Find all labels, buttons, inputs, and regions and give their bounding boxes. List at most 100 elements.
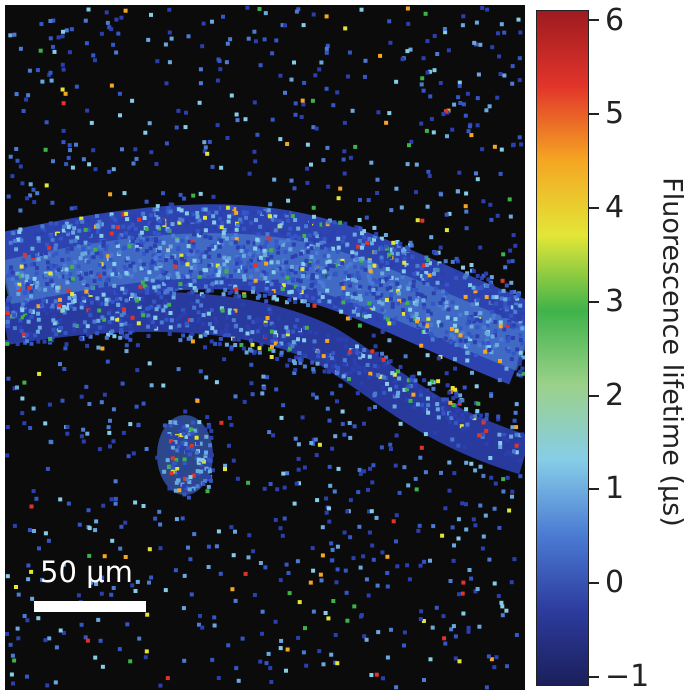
speckle-pixel <box>419 343 424 348</box>
speckle-pixel <box>248 274 253 279</box>
speckle-pixel <box>155 279 160 284</box>
speckle-pixel <box>379 259 384 264</box>
speckle-pixel <box>503 300 508 305</box>
speckle-pixel <box>379 236 384 241</box>
speckle-pixel <box>184 220 189 225</box>
speckle-pixel <box>305 166 310 171</box>
speckle-pixel <box>270 216 275 221</box>
speckle-pixel <box>64 162 69 167</box>
speckle-pixel <box>203 309 208 313</box>
speckle-pixel <box>215 78 220 83</box>
speckle-pixel <box>475 317 480 322</box>
speckle-pixel <box>67 296 72 301</box>
speckle-pixel <box>464 460 469 465</box>
speckle-pixel <box>435 280 440 285</box>
speckle-pixel <box>46 265 51 270</box>
speckle-pixel <box>145 237 150 242</box>
speckle-pixel <box>394 186 399 191</box>
speckle-pixel <box>232 207 237 212</box>
speckle-pixel <box>101 239 106 244</box>
speckle-pixel <box>25 196 30 201</box>
speckle-pixel <box>501 288 506 293</box>
speckle-pixel <box>261 374 266 379</box>
speckle-pixel <box>241 346 246 351</box>
speckle-pixel <box>200 44 205 49</box>
speckle-pixel <box>398 241 403 246</box>
speckle-pixel <box>18 324 23 329</box>
speckle-pixel <box>406 384 411 389</box>
speckle-pixel <box>25 298 30 303</box>
speckle-pixel <box>168 423 173 428</box>
speckle-pixel <box>246 327 251 332</box>
speckle-pixel <box>431 386 436 391</box>
speckle-pixel <box>244 249 249 254</box>
speckle-pixel <box>247 315 252 320</box>
speckle-pixel <box>335 544 340 549</box>
speckle-pixel <box>477 624 482 629</box>
speckle-pixel <box>106 254 111 259</box>
speckle-pixel <box>362 311 367 316</box>
speckle-pixel <box>371 287 376 292</box>
speckle-pixel <box>149 150 154 155</box>
speckle-pixel <box>93 247 98 252</box>
speckle-pixel <box>12 313 16 318</box>
speckle-pixel <box>180 516 185 521</box>
speckle-pixel <box>188 475 193 480</box>
speckle-pixel <box>505 339 510 344</box>
speckle-pixel <box>461 102 466 107</box>
speckle-pixel <box>104 282 109 287</box>
speckle-pixel <box>133 226 138 231</box>
speckle-pixel <box>188 557 193 562</box>
speckle-pixel <box>8 642 13 647</box>
speckle-pixel <box>503 297 508 302</box>
speckle-pixel <box>175 317 180 322</box>
speckle-pixel <box>279 336 284 341</box>
speckle-pixel <box>518 319 523 324</box>
speckle-pixel <box>467 331 472 336</box>
speckle-pixel <box>412 272 417 276</box>
speckle-pixel <box>128 325 132 329</box>
speckle-pixel <box>152 299 157 304</box>
speckle-pixel <box>511 233 516 238</box>
speckle-pixel <box>181 606 186 611</box>
speckle-pixel <box>60 220 65 225</box>
speckle-pixel <box>130 315 135 320</box>
speckle-pixel <box>109 27 114 32</box>
speckle-pixel <box>17 282 22 287</box>
speckle-pixel <box>203 207 208 212</box>
speckle-pixel <box>475 286 480 290</box>
speckle-pixel <box>231 318 236 323</box>
speckle-pixel <box>161 240 166 245</box>
speckle-pixel <box>192 278 197 283</box>
speckle-pixel <box>25 674 29 679</box>
speckle-pixel <box>65 280 70 285</box>
speckle-pixel <box>260 391 265 396</box>
speckle-pixel <box>154 266 159 271</box>
speckle-pixel <box>185 449 189 454</box>
speckle-pixel <box>8 33 13 38</box>
speckle-pixel <box>496 31 500 36</box>
speckle-pixel <box>258 318 263 323</box>
speckle-pixel <box>125 313 130 318</box>
colorbar-tick-label: 4 <box>605 190 625 225</box>
speckle-pixel <box>438 263 443 268</box>
speckle-pixel <box>207 139 212 144</box>
speckle-pixel <box>297 351 302 356</box>
speckle-pixel <box>284 562 289 567</box>
speckle-pixel <box>394 513 399 518</box>
speckle-pixel <box>49 266 54 271</box>
speckle-pixel <box>391 519 396 524</box>
speckle-pixel <box>20 411 25 416</box>
speckle-pixel <box>25 282 30 287</box>
speckle-pixel <box>321 354 326 359</box>
speckle-pixel <box>5 232 10 237</box>
speckle-pixel <box>194 435 199 440</box>
speckle-pixel <box>429 117 434 121</box>
speckle-pixel <box>428 261 432 266</box>
speckle-pixel <box>248 338 253 343</box>
speckle-pixel <box>380 301 385 306</box>
speckle-pixel <box>76 593 81 598</box>
speckle-pixel <box>26 563 31 568</box>
speckle-pixel <box>262 37 267 42</box>
speckle-pixel <box>181 425 186 430</box>
